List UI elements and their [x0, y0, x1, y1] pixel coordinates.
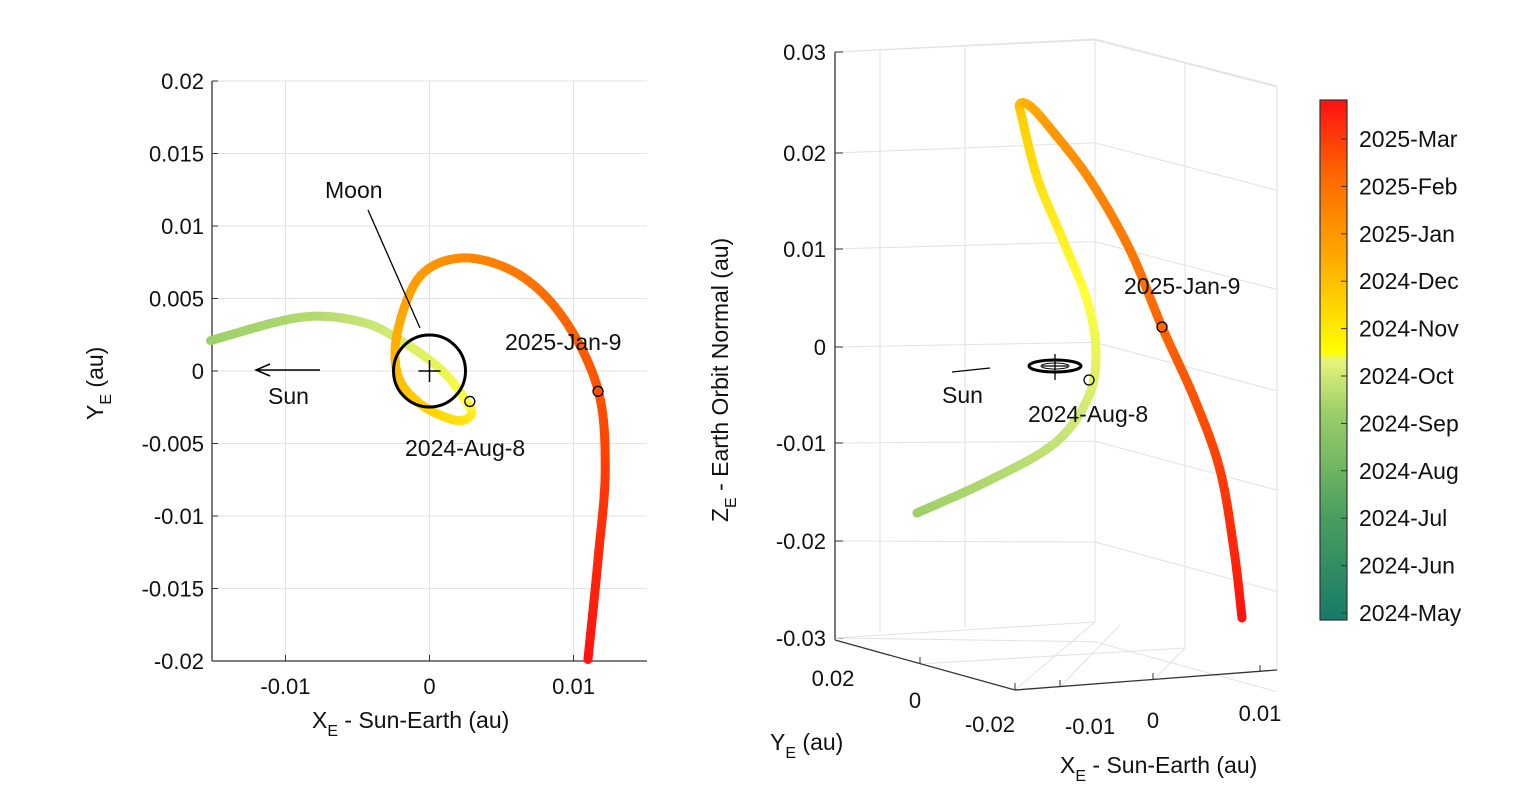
- floor-gridline: [919, 647, 1186, 665]
- colorbar-tick-label: 2025-Mar: [1359, 126, 1458, 152]
- y-axis: [834, 639, 1016, 691]
- x-tick-label: 0: [423, 674, 435, 699]
- left-markers: 2024-Aug-8 2025-Jan-9: [405, 329, 621, 461]
- z-tick-label: 0.02: [783, 141, 826, 166]
- z-tick-label: -0.02: [776, 529, 826, 554]
- sun-label-3d: Sun: [942, 382, 983, 408]
- left-y-label: YE (au): [82, 347, 115, 420]
- z-tick-label: 0.01: [783, 237, 826, 262]
- y-tick-label: 0: [909, 688, 921, 713]
- z-gridline-right: [1094, 142, 1278, 191]
- x-tick-label: -0.01: [260, 674, 310, 699]
- colorbar-tick-label: 2024-Dec: [1359, 268, 1459, 294]
- right-x-label: XE - Sun-Earth (au): [1060, 752, 1257, 785]
- grid-line: [1094, 39, 1278, 88]
- y-tick-label: -0.005: [142, 432, 204, 457]
- z-tick-label: 0: [814, 335, 826, 360]
- right-markers: 2024-Aug-8 2025-Jan-9: [1028, 273, 1240, 427]
- y-tick-label: -0.01: [154, 504, 204, 529]
- colorbar: 2025-Mar 2025-Feb 2025-Jan 2024-Dec 2024-Nov…: [1319, 99, 1462, 626]
- left-x-label: XE - Sun-Earth (au): [312, 707, 509, 740]
- right-z-label: ZE - Earth Orbit Normal (au): [707, 238, 740, 522]
- y-tick-label: 0.02: [161, 69, 204, 94]
- x-axis: [1014, 669, 1278, 691]
- z-tick-label: 0.03: [783, 40, 826, 65]
- right-trajectory: [912, 98, 1247, 623]
- moon-label: Moon: [325, 177, 383, 203]
- left-tick-labels: -0.01 0 0.01 0.02 0.015 0.01 0.005 0 -0.005 -0.01…: [142, 69, 595, 699]
- z-tick-label: -0.03: [776, 626, 826, 651]
- x-tick-label: -0.01: [1065, 714, 1115, 739]
- colorbar-tick-label: 2024-Jul: [1359, 505, 1447, 531]
- marker-label: 2024-Aug-8: [1028, 401, 1148, 427]
- floor-gridline: [1059, 624, 1121, 688]
- marker-label: 2025-Jan-9: [1124, 273, 1240, 299]
- left-plot: -0.01 0 0.01 0.02 0.015 0.01 0.005 0 -0.005 -0.01…: [82, 69, 647, 740]
- colorbar-ticks: 2025-Mar 2025-Feb 2025-Jan 2024-Dec 2024-Nov…: [1341, 126, 1462, 626]
- right-3d-plot: 0.03 0.02 0.01 0 -0.01 -0.02 -0.03 0.02 0 -0.02 -0…: [707, 38, 1282, 785]
- colorbar-tick-label: 2024-Oct: [1359, 363, 1454, 389]
- date-marker: [1083, 374, 1095, 386]
- z-tick-label: -0.01: [776, 431, 826, 456]
- colorbar-tick-label: 2024-Nov: [1359, 316, 1459, 342]
- moon-orbit-circle: [391, 333, 468, 409]
- y-tick-label: -0.015: [142, 577, 204, 602]
- colorbar-tick-label: 2024-May: [1359, 600, 1462, 626]
- colorbar-tick-label: 2024-Sep: [1359, 410, 1459, 436]
- z-gridline-right: [1094, 341, 1278, 392]
- colorbar-tick-label: 2024-Jun: [1359, 553, 1455, 579]
- sun-direction-line: [951, 367, 991, 373]
- marker-label: 2025-Jan-9: [505, 329, 621, 355]
- date-marker: [1156, 321, 1168, 333]
- y-tick-label: 0.01: [161, 214, 204, 239]
- x-tick-label: 0.01: [1239, 701, 1282, 726]
- z-gridline-right: [1094, 541, 1278, 592]
- colorbar-tick-label: 2025-Jan: [1359, 221, 1455, 247]
- colorbar-tick-label: 2024-Aug: [1359, 458, 1459, 484]
- y-tick-label: -0.02: [965, 712, 1015, 737]
- floor-gridline: [834, 621, 1096, 639]
- right-tick-labels: 0.03 0.02 0.01 0 -0.01 -0.02 -0.03 0.02 0 -0.02 -0…: [776, 40, 1282, 739]
- y-tick-label: 0.015: [149, 142, 204, 167]
- y-tick-label: 0.02: [812, 666, 855, 691]
- date-marker: [592, 385, 604, 397]
- date-marker: [464, 395, 476, 408]
- x-tick-label: 0.01: [552, 674, 595, 699]
- y-tick-label: 0: [192, 359, 204, 384]
- right-y-label: YE (au): [770, 729, 843, 762]
- marker-label: 2024-Aug-8: [405, 435, 525, 461]
- x-tick-label: 0: [1147, 708, 1159, 733]
- z-gridline-right: [1094, 38, 1278, 87]
- colorbar-gradient: [1319, 99, 1348, 621]
- floor-gridline: [1152, 647, 1186, 681]
- y-tick-label: -0.02: [154, 649, 204, 674]
- floor-gridline: [1014, 621, 1096, 691]
- z-gridline-right: [1094, 641, 1278, 693]
- z-gridline-right: [1094, 440, 1278, 491]
- z-gridline-left: [834, 38, 1096, 53]
- earth-cross-icon: [418, 360, 441, 382]
- sun-arrow-head-icon: [254, 363, 271, 377]
- colorbar-tick-label: 2025-Feb: [1359, 173, 1457, 199]
- moon-pointer: [367, 209, 421, 329]
- z-gridline-left: [834, 637, 1096, 643]
- y-tick-label: 0.005: [149, 287, 204, 312]
- right-grid: [834, 38, 1278, 693]
- sun-label: Sun: [268, 383, 309, 409]
- earth-cross-icon-3d: [1042, 354, 1068, 380]
